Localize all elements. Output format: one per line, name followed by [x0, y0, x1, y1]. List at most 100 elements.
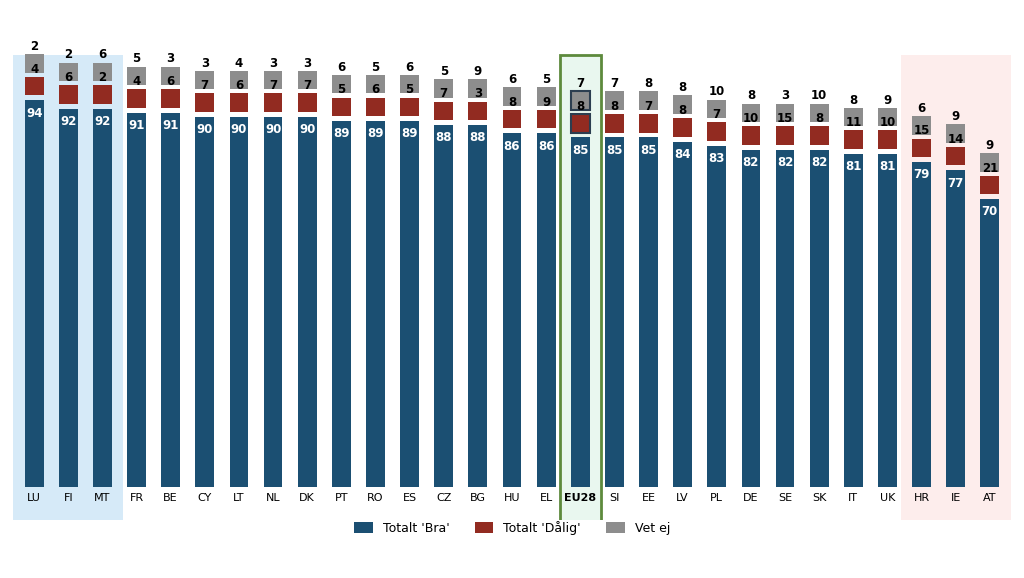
- Bar: [25, 77, 43, 95]
- Text: 6: 6: [65, 71, 73, 84]
- Text: 81: 81: [880, 160, 896, 173]
- Text: 6: 6: [337, 61, 345, 73]
- Bar: [503, 110, 521, 128]
- Bar: [93, 109, 112, 487]
- Text: 5: 5: [337, 83, 345, 97]
- Bar: [810, 103, 828, 122]
- Text: DK: DK: [299, 494, 315, 503]
- Text: 89: 89: [333, 127, 349, 140]
- Text: IT: IT: [848, 494, 858, 503]
- Text: 84: 84: [675, 148, 691, 161]
- Bar: [264, 71, 283, 90]
- Bar: [946, 147, 965, 165]
- Bar: [741, 150, 760, 487]
- Bar: [741, 127, 760, 145]
- Bar: [367, 75, 385, 94]
- Text: 6: 6: [167, 75, 175, 88]
- Text: 2: 2: [98, 71, 106, 84]
- Text: 8: 8: [679, 104, 687, 117]
- Bar: [912, 139, 931, 157]
- Bar: [93, 62, 112, 81]
- Text: SI: SI: [609, 494, 620, 503]
- Text: 3: 3: [303, 57, 311, 69]
- Bar: [844, 131, 862, 149]
- Bar: [298, 117, 316, 487]
- Bar: [879, 131, 897, 149]
- Text: LU: LU: [28, 494, 41, 503]
- Text: 88: 88: [435, 131, 452, 144]
- Bar: [946, 124, 965, 143]
- Text: 86: 86: [538, 139, 554, 153]
- Bar: [503, 87, 521, 106]
- Text: HR: HR: [913, 494, 930, 503]
- Text: 8: 8: [577, 100, 585, 113]
- Text: 3: 3: [201, 57, 209, 69]
- Text: 8: 8: [610, 100, 618, 113]
- Text: SK: SK: [812, 494, 826, 503]
- Text: 4: 4: [30, 63, 38, 76]
- Text: 3: 3: [167, 53, 175, 65]
- Text: AT: AT: [983, 494, 996, 503]
- Text: 85: 85: [572, 144, 589, 157]
- Bar: [810, 150, 828, 487]
- Text: FR: FR: [129, 494, 143, 503]
- Bar: [434, 125, 453, 487]
- Bar: [559, 55, 601, 561]
- Text: 90: 90: [265, 123, 282, 136]
- Bar: [503, 134, 521, 487]
- Bar: [639, 91, 657, 110]
- Text: 6: 6: [918, 102, 926, 115]
- Text: 8: 8: [815, 112, 823, 125]
- Bar: [844, 108, 862, 127]
- Bar: [708, 122, 726, 141]
- Text: 10: 10: [709, 86, 725, 98]
- Bar: [674, 95, 692, 114]
- Bar: [400, 121, 419, 487]
- Text: DE: DE: [743, 494, 759, 503]
- Bar: [981, 176, 999, 194]
- Bar: [367, 121, 385, 487]
- Text: 9: 9: [474, 65, 482, 78]
- Bar: [674, 142, 692, 487]
- Text: EE: EE: [641, 494, 655, 503]
- Text: EU28: EU28: [564, 494, 596, 503]
- Text: 85: 85: [640, 144, 656, 157]
- Bar: [229, 71, 248, 90]
- Text: EL: EL: [540, 494, 553, 503]
- Text: 79: 79: [913, 168, 930, 181]
- Text: 10: 10: [880, 116, 896, 129]
- Text: 7: 7: [610, 77, 618, 90]
- Bar: [708, 99, 726, 118]
- Bar: [571, 114, 590, 132]
- Text: MT: MT: [94, 494, 111, 503]
- Text: 8: 8: [644, 77, 652, 90]
- Text: FI: FI: [63, 494, 73, 503]
- Text: 15: 15: [913, 124, 930, 138]
- Text: 94: 94: [26, 106, 42, 120]
- Bar: [264, 117, 283, 487]
- Text: 82: 82: [742, 156, 759, 169]
- Bar: [196, 117, 214, 487]
- Bar: [571, 114, 590, 132]
- Text: 7: 7: [713, 108, 721, 121]
- Text: 9: 9: [542, 96, 550, 109]
- Text: 5: 5: [542, 73, 550, 86]
- Text: 89: 89: [401, 127, 418, 140]
- Bar: [912, 116, 931, 135]
- Bar: [58, 62, 78, 81]
- Text: 86: 86: [504, 139, 520, 153]
- Bar: [468, 102, 487, 120]
- Text: 5: 5: [406, 83, 414, 97]
- Text: 9: 9: [951, 110, 959, 123]
- Text: 2: 2: [30, 40, 38, 53]
- Text: HU: HU: [504, 494, 520, 503]
- Text: 8: 8: [679, 81, 687, 94]
- Text: 91: 91: [128, 119, 144, 132]
- Text: 2: 2: [65, 49, 73, 61]
- Text: ES: ES: [402, 494, 417, 503]
- Bar: [25, 101, 43, 487]
- Text: 6: 6: [234, 79, 243, 92]
- Text: 7: 7: [577, 77, 585, 90]
- Text: 82: 82: [777, 156, 794, 169]
- Bar: [127, 113, 146, 487]
